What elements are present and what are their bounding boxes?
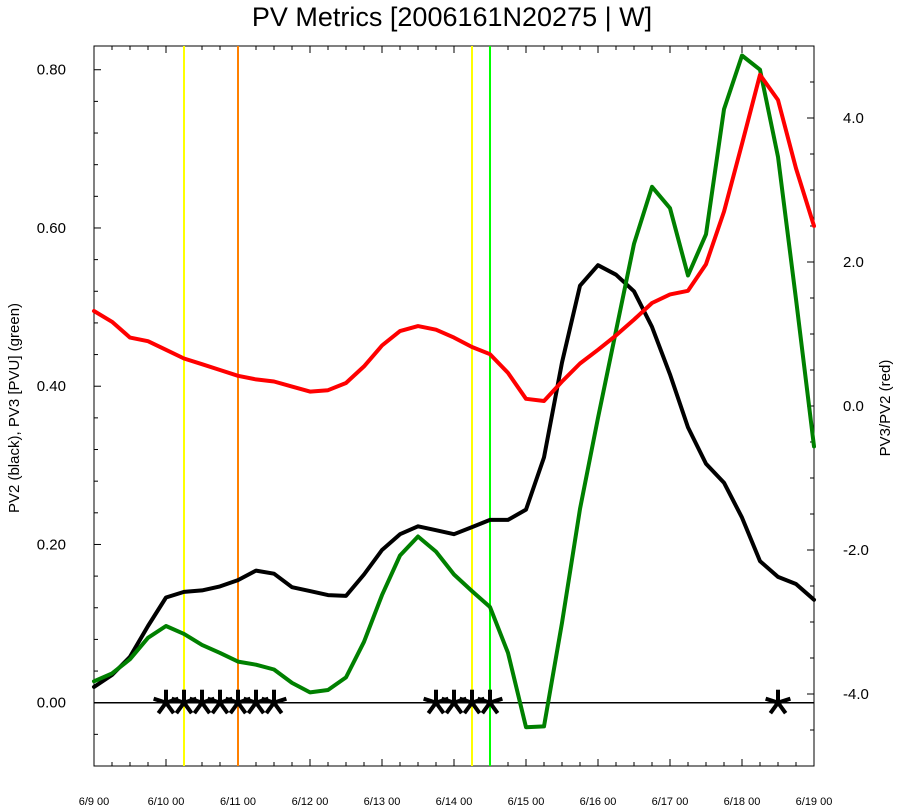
x-tick-label: 6/13 00 [364,796,401,805]
x-tick-label: 6/12 00 [292,796,329,805]
asterisk-arm [261,696,275,705]
asterisk-arm [459,696,473,705]
asterisk-arm [182,701,194,715]
asterisk-arm [171,696,185,705]
x-tick-label: 6/11 00 [220,796,256,805]
asterisk-arm [174,701,186,715]
left-y-tick-label: 0.20 [37,536,66,553]
x-tick-label: 6/19 00 [796,796,833,805]
asterisk-arm [452,701,464,715]
right-y-tick-label: 4.0 [843,110,864,127]
asterisk-arm [236,701,248,715]
pv2-black-series [92,263,816,689]
x-tick-label: 6/16 00 [580,796,617,805]
x-tick-label: 6/9 00 [79,796,110,805]
right-y-tick-label: -4.0 [843,686,869,703]
asterisk-arm [462,701,474,715]
asterisk-arm [254,701,266,715]
asterisk-arm [264,701,276,715]
x-tick-label: 6/15 00 [508,796,545,805]
right-y-tick-label: 2.0 [843,254,864,271]
asterisk-arm [480,701,492,715]
asterisk-arm [246,701,258,715]
left-y-tick-label: 0.40 [37,378,66,395]
asterisk-arm [200,701,212,715]
x-tick-label: 6/14 00 [436,796,473,805]
asterisk-arm [488,701,500,715]
asterisk-arm [164,701,176,715]
asterisk-arm [765,696,779,705]
asterisk-arm [273,696,287,705]
pv3-green-series [92,53,816,730]
asterisk-arm [489,696,503,705]
asterisk-arm [776,701,788,715]
asterisk-arm [272,701,284,715]
left-axis-label: PV2 (black), PV3 [PVU] (green) [6,303,23,513]
asterisk-arm [441,696,455,705]
left-y-tick-label: 0.00 [37,695,66,712]
ratio-red-series [92,72,816,403]
x-tick-label: 6/10 00 [148,796,185,805]
asterisk-arm [189,696,203,705]
asterisk-marker [765,689,791,715]
asterisk-arm [444,701,456,715]
x-tick-label: 6/18 00 [724,796,761,805]
right-y-tick-label: -2.0 [843,542,869,559]
asterisk-arm [477,696,491,705]
asterisk-arm [470,701,482,715]
right-axis-label: PV3/PV2 (red) [877,360,894,457]
left-y-tick-label: 0.60 [37,220,66,237]
asterisk-arm [218,701,230,715]
asterisk-arm [153,696,167,705]
right-y-tick-label: 0.0 [843,398,864,415]
chart-title: PV Metrics [2006161N20275 | W] [252,2,652,32]
asterisk-arm [434,701,446,715]
asterisk-arm [210,701,222,715]
asterisk-arm [207,696,221,705]
x-tick-label: 6/17 00 [652,796,689,805]
asterisk-arm [777,696,791,705]
asterisk-marker [261,689,287,715]
asterisk-arm [228,701,240,715]
asterisk-arm [225,696,239,705]
asterisk-arm [243,696,257,705]
plot-frame [93,45,815,767]
asterisk-arm [192,701,204,715]
asterisk-arm [768,701,780,715]
asterisk-marker [477,689,503,715]
left-y-tick-label: 0.80 [37,62,66,79]
asterisk-arm [426,701,438,715]
asterisk-arm [423,696,437,705]
asterisk-arm [156,701,168,715]
plot-area: 6/9 00 6/10 00 6/11 00 6/12 00 6/13 00 6/14 0… [37,45,869,805]
